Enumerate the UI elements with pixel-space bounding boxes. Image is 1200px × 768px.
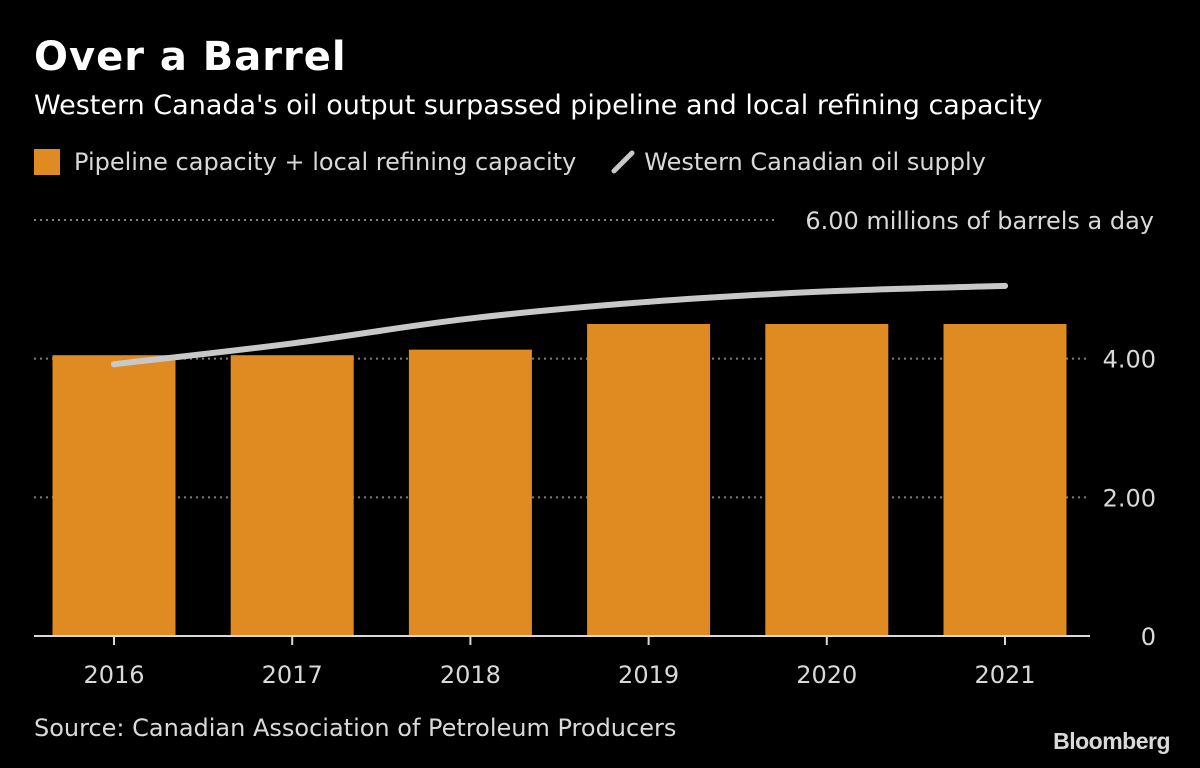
source-note: Source: Canadian Association of Petroleu… [34, 714, 677, 742]
bar-2017 [230, 355, 354, 636]
bar-2021 [943, 324, 1067, 636]
bar-2020 [765, 324, 889, 636]
x-tick-label-2019: 2019 [618, 661, 679, 689]
supply-point-2017 [289, 340, 296, 347]
legend-item-supply: Western Canadian oil supply [576, 148, 986, 176]
legend-label-capacity: Pipeline capacity + local refining capac… [74, 148, 577, 176]
y-tick-label-2: 4.00 [1103, 346, 1156, 374]
line-western-canadian-oil-supply [111, 282, 1008, 368]
chart-subtitle: Western Canada's oil output surpassed pi… [34, 90, 1043, 121]
x-tick-label-2017: 2017 [262, 661, 323, 689]
bar-2016 [52, 355, 176, 636]
supply-point-2016 [111, 361, 117, 368]
legend-swatch-line [611, 150, 635, 174]
bar-2019 [587, 324, 711, 636]
supply-point-2018 [467, 315, 474, 322]
x-tick-label-2020: 2020 [796, 661, 857, 689]
bar-2018 [408, 349, 532, 636]
supply-point-2020 [823, 288, 830, 295]
y-tick-label-1: 2.00 [1103, 484, 1156, 512]
bloomberg-logo: Bloomberg [1053, 728, 1170, 754]
supply-point-2021 [1002, 282, 1008, 289]
legend: Pipeline capacity + local refining capac… [34, 146, 986, 178]
y-tick-label-3: 6.00 millions of barrels a day [805, 207, 1154, 235]
legend-item-capacity: Pipeline capacity + local refining capac… [34, 148, 576, 176]
legend-label-supply: Western Canadian oil supply [644, 148, 986, 176]
y-tick-label-0: 0 [1141, 623, 1156, 651]
x-tick-label-2016: 2016 [83, 661, 144, 689]
x-tick-label-2018: 2018 [440, 661, 501, 689]
supply-point-2019 [645, 298, 652, 305]
x-tick-label-2021: 2021 [974, 661, 1035, 689]
legend-swatch-bar [34, 149, 60, 175]
chart-title: Over a Barrel [34, 34, 347, 80]
